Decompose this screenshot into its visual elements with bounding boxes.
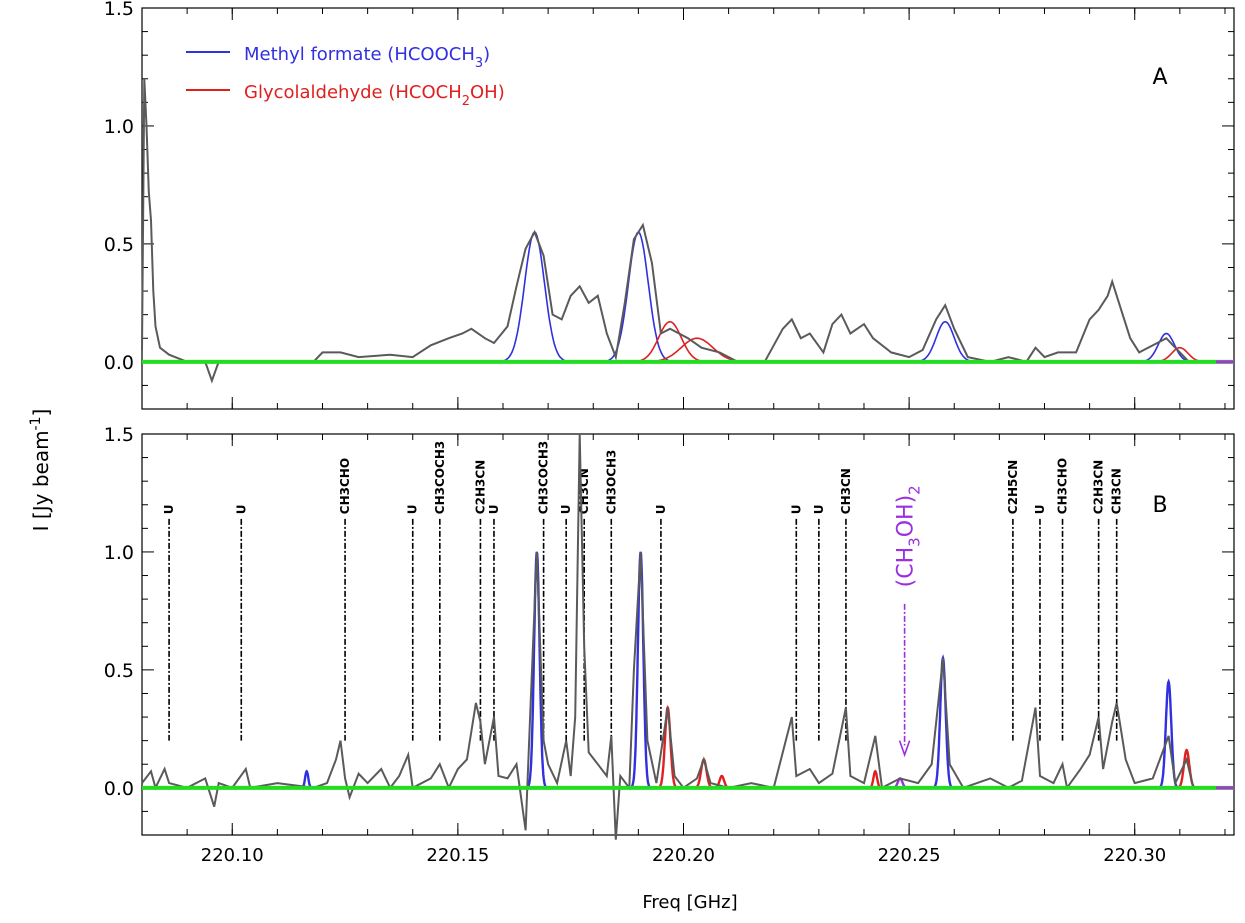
panel-b: 0.0 0.5 1.0 1.5 220.10 220.15 220.20 220.25 220.…	[104, 424, 1235, 866]
panel-b-frame	[141, 433, 1235, 836]
line-marker-label: U	[162, 504, 176, 514]
line-marker-label: C2H3CN	[1092, 460, 1106, 514]
legend: Methyl formate (HCOOCH3) Glycolaldehyde …	[186, 44, 505, 109]
panel-b-label: B	[1152, 493, 1167, 518]
legend-label-glycolaldehyde: Glycolaldehyde (HCOCH2OH)	[244, 82, 505, 109]
x-tick-label: 220.15	[426, 845, 489, 866]
line-marker-label: U	[559, 504, 573, 514]
line-marker-label: U	[654, 504, 668, 514]
model-peak-glycolaldehyde-hcoch2oh-b	[1175, 748, 1198, 789]
legend-label-methyl-formate: Methyl formate (HCOOCH3)	[244, 44, 490, 71]
panel-b-annotations: U U CH3CHO U CH3COCH3 C2H3CN U CH3COCH3 U CH3CN CH…	[162, 441, 1124, 758]
x-tick-label: 220.20	[652, 845, 715, 866]
line-marker-label: U	[812, 504, 826, 514]
line-marker-label: U	[487, 504, 501, 514]
line-marker-label: U	[1033, 504, 1047, 514]
dimer-marker-arrow	[898, 740, 911, 758]
y-tick-label-a: 0.0	[104, 352, 134, 374]
y-tick-label-a: 1.0	[104, 116, 134, 138]
y-tick-label-a: 0.5	[104, 234, 134, 256]
panel-a-plot-area	[141, 78, 1234, 384]
line-marker-label: CH3COCH3	[537, 441, 551, 514]
panel-a: 0.0 0.5 1.0 1.5 A Methyl formate (HCOOCH3) …	[104, 0, 1235, 410]
model-peak-methyl-formate-hcooch3-b	[300, 769, 313, 789]
line-marker-label: CH3COCH3	[433, 441, 447, 514]
line-marker-label: CH3CHO	[338, 458, 352, 514]
model-peak-methyl-formate-hcooch3-b	[1157, 678, 1180, 789]
line-marker-label: CH3CN	[1110, 468, 1124, 514]
line-marker-label: CH3CHO	[1056, 458, 1070, 514]
panel-a-frame	[141, 7, 1235, 410]
panel-b-plot-area	[141, 433, 1234, 840]
x-tick-label: 220.30	[1103, 845, 1166, 866]
model-peak-methyl-formate-hcooch3-a	[909, 320, 982, 363]
x-tick-label: 220.25	[878, 845, 941, 866]
line-marker-label: C2H5CN	[1006, 460, 1020, 514]
x-tick-label: 220.10	[201, 845, 264, 866]
y-axis-label: I [Jy beam-1]	[28, 409, 53, 532]
observed-spectrum-line-a	[141, 78, 1225, 384]
y-tick-label-b: 0.0	[104, 778, 134, 800]
observed-spectrum-line-b	[141, 433, 1225, 840]
x-axis-label: Freq [GHz]	[642, 892, 737, 913]
line-marker-label: CH3CN	[839, 468, 853, 514]
y-tick-label-a: 1.5	[104, 0, 134, 20]
dimer-annotation-label: (CH3OH)2	[894, 485, 924, 587]
y-tick-label-b: 0.5	[104, 660, 134, 682]
panel-b-ticks: 0.0 0.5 1.0 1.5 220.10 220.15 220.20 220.25 220.…	[104, 424, 1234, 866]
line-marker-label: U	[789, 504, 803, 514]
line-marker-label: C2H3CN	[473, 460, 487, 514]
line-marker-label: U	[406, 504, 420, 514]
line-marker-label: U	[234, 504, 248, 514]
panel-a-label: A	[1152, 65, 1167, 90]
y-tick-label-b: 1.0	[104, 542, 134, 564]
y-tick-label-b: 1.5	[104, 424, 134, 446]
line-marker-label: CH3OCH3	[604, 450, 618, 515]
model-peak-methyl-formate-hcooch3-a	[494, 231, 575, 363]
